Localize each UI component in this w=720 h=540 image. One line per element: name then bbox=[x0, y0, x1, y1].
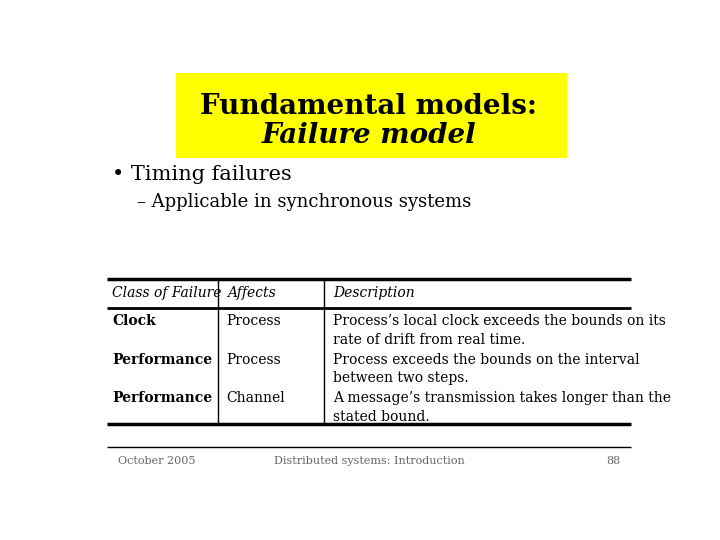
Text: Distributed systems: Introduction: Distributed systems: Introduction bbox=[274, 456, 464, 465]
Text: Process exceeds the bounds on the interval
between two steps.: Process exceeds the bounds on the interv… bbox=[333, 353, 639, 385]
Text: October 2005: October 2005 bbox=[118, 456, 195, 465]
Text: Channel: Channel bbox=[227, 391, 285, 405]
Text: Performance: Performance bbox=[112, 391, 212, 405]
Text: Process: Process bbox=[227, 314, 282, 328]
Text: Process: Process bbox=[227, 353, 282, 367]
Text: Clock: Clock bbox=[112, 314, 156, 328]
Text: 88: 88 bbox=[606, 456, 620, 465]
Text: A message’s transmission takes longer than the
stated bound.: A message’s transmission takes longer th… bbox=[333, 391, 671, 423]
Text: Description: Description bbox=[333, 286, 414, 300]
Text: Process’s local clock exceeds the bounds on its
rate of drift from real time.: Process’s local clock exceeds the bounds… bbox=[333, 314, 665, 347]
Text: Fundamental models:: Fundamental models: bbox=[200, 93, 538, 120]
Text: Affects: Affects bbox=[227, 286, 276, 300]
Text: Class of Failure: Class of Failure bbox=[112, 286, 222, 300]
Text: Performance: Performance bbox=[112, 353, 212, 367]
Text: • Timing failures: • Timing failures bbox=[112, 165, 292, 185]
Text: – Applicable in synchronous systems: – Applicable in synchronous systems bbox=[138, 193, 472, 211]
FancyBboxPatch shape bbox=[176, 73, 567, 158]
Text: Failure model: Failure model bbox=[261, 122, 477, 149]
